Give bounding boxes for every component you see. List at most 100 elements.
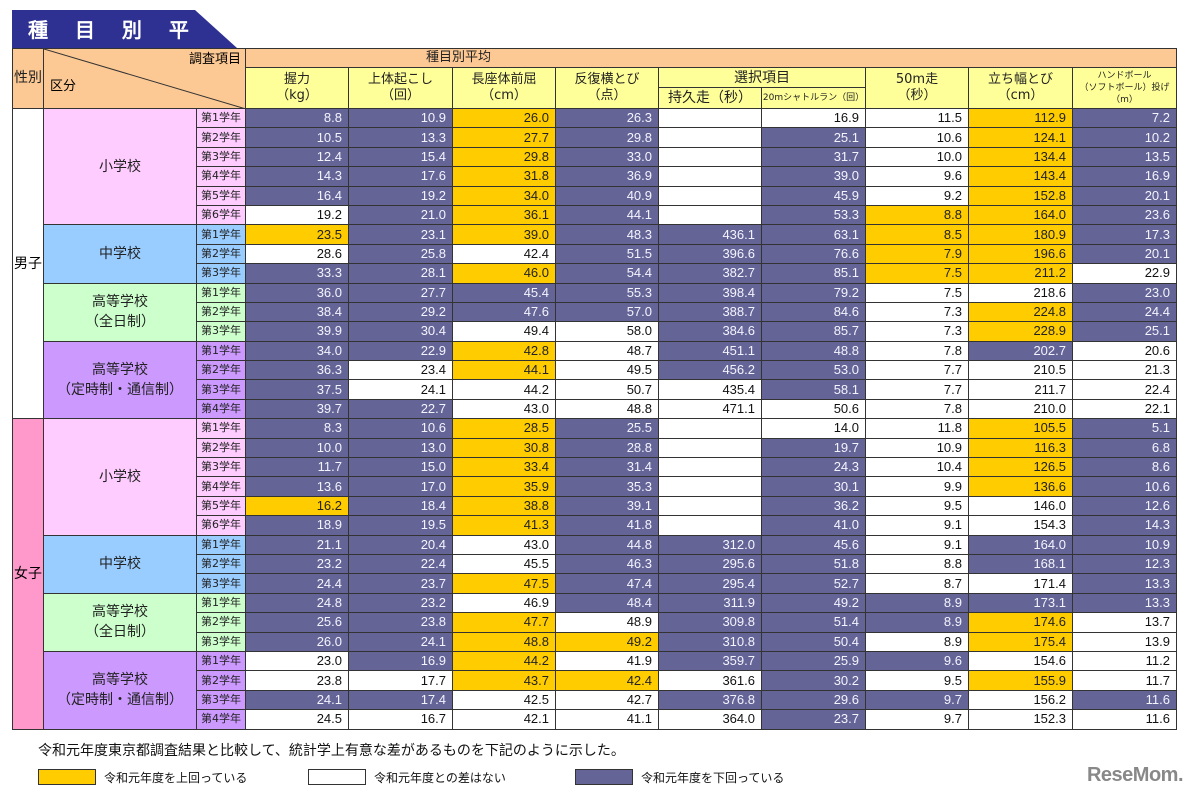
value-cell: 9.7 — [865, 709, 969, 730]
value-cell: 13.3 — [1072, 592, 1177, 614]
value-cell: 210.0 — [968, 398, 1073, 420]
col-50m: 50m走 （秒） — [865, 67, 969, 109]
value-cell: 42.7 — [555, 689, 659, 711]
school-label: 小学校 — [43, 107, 197, 226]
grade-label: 第2学年 — [196, 127, 246, 148]
value-cell: 9.7 — [865, 689, 969, 711]
school-label: 高等学校 （全日制） — [43, 282, 197, 342]
value-cell: 41.0 — [761, 515, 866, 536]
table-row: 第2学年 23.2 22.4 45.5 46.3 295.6 51.8 8.8 168.1 12.… — [13, 553, 1177, 575]
value-cell: 295.6 — [658, 553, 762, 575]
col-endurance: 持久走（秒） — [658, 87, 762, 109]
grade-label: 第3学年 — [196, 457, 246, 478]
value-cell: 6.8 — [1072, 437, 1177, 459]
value-cell: 24.4 — [245, 573, 349, 594]
value-cell: 52.7 — [761, 573, 866, 594]
value-cell: 21.0 — [348, 204, 453, 226]
table-row: 第3学年 11.7 15.0 33.4 31.4 24.3 10.4 126.5 8.6 — [13, 457, 1177, 478]
value-cell: 38.4 — [245, 301, 349, 323]
value-cell: 13.7 — [1072, 612, 1177, 633]
value-cell: 44.2 — [452, 650, 556, 672]
value-cell: 22.1 — [1072, 398, 1177, 420]
value-cell: 210.5 — [968, 360, 1073, 381]
legend-label-above: 令和元年度を上回っている — [104, 770, 248, 785]
value-cell: 7.7 — [865, 379, 969, 400]
value-cell: 27.7 — [452, 127, 556, 148]
value-cell: 126.5 — [968, 457, 1073, 478]
value-cell: 10.9 — [865, 437, 969, 459]
value-cell: 45.5 — [452, 553, 556, 575]
grade-label: 第2学年 — [196, 243, 246, 265]
value-cell: 154.3 — [968, 515, 1073, 536]
value-cell: 10.0 — [245, 437, 349, 459]
value-cell: 224.8 — [968, 301, 1073, 323]
value-cell: 174.6 — [968, 612, 1073, 633]
value-cell: 30.4 — [348, 321, 453, 342]
value-cell: 8.3 — [245, 418, 349, 439]
col-sidestep: 反復横とび （点） — [555, 67, 659, 109]
value-cell: 11.6 — [1072, 709, 1177, 730]
value-cell: 28.8 — [555, 437, 659, 459]
grade-label: 第3学年 — [196, 321, 246, 342]
value-cell: 24.4 — [1072, 301, 1177, 323]
value-cell: 30.1 — [761, 476, 866, 497]
value-cell: 152.3 — [968, 709, 1073, 730]
value-cell: 53.0 — [761, 360, 866, 381]
value-cell: 218.6 — [968, 282, 1073, 303]
value-cell: 51.8 — [761, 553, 866, 575]
col-ballthrow: ハンドボール （ソフトボール）投げ （m） — [1072, 67, 1177, 109]
value-cell: 40.9 — [555, 185, 659, 206]
value-cell: 436.1 — [658, 224, 762, 245]
legend-below: 令和元年度を下回っている — [575, 768, 784, 786]
value-cell — [658, 185, 762, 206]
value-cell: 124.1 — [968, 127, 1073, 148]
value-cell: 15.4 — [348, 146, 453, 168]
value-cell: 58.0 — [555, 321, 659, 342]
value-cell: 45.4 — [452, 282, 556, 303]
value-cell: 31.4 — [555, 457, 659, 478]
value-cell: 13.3 — [348, 127, 453, 148]
value-cell: 7.8 — [865, 340, 969, 362]
school-name: 小学校 — [99, 158, 141, 175]
grade-label: 第1学年 — [196, 534, 246, 555]
value-cell: 23.6 — [1072, 204, 1177, 226]
table-row: 第4学年 14.3 17.6 31.8 36.9 39.0 9.6 143.4 16.9 — [13, 166, 1177, 187]
value-cell: 5.1 — [1072, 418, 1177, 439]
table-row: 第2学年 23.8 17.7 43.7 42.4 361.6 30.2 9.5 155.9 11.… — [13, 670, 1177, 691]
value-cell: 48.3 — [555, 224, 659, 245]
value-cell: 47.7 — [452, 612, 556, 633]
table-row: 第2学年 36.3 23.4 44.1 49.5 456.2 53.0 7.7 210.5 21.… — [13, 360, 1177, 381]
value-cell: 28.5 — [452, 418, 556, 439]
value-cell: 384.6 — [658, 321, 762, 342]
selection-header: 選択項目 — [658, 67, 866, 88]
value-cell: 146.0 — [968, 495, 1073, 517]
value-cell: 23.7 — [761, 709, 866, 730]
corner-header: 調査項目 区分 — [43, 48, 246, 109]
table-row: 第2学年 28.6 25.8 42.4 51.5 396.6 76.6 7.9 196.6 20.… — [13, 243, 1177, 265]
col-grip: 握力 （kg） — [245, 67, 349, 109]
school-label: 高等学校 （定時制・通信制） — [43, 340, 197, 420]
value-cell: 20.1 — [1072, 243, 1177, 265]
value-cell: 112.9 — [968, 107, 1073, 129]
page-title: 種 目 別 平 均 — [12, 10, 237, 48]
value-cell: 19.7 — [761, 437, 866, 459]
value-cell: 47.6 — [452, 301, 556, 323]
value-cell: 44.2 — [452, 379, 556, 400]
school-name: 高等学校 — [92, 361, 148, 378]
grade-label: 第2学年 — [196, 612, 246, 633]
value-cell: 22.4 — [348, 553, 453, 575]
value-cell: 43.7 — [452, 670, 556, 691]
value-cell: 295.4 — [658, 573, 762, 594]
value-cell: 47.5 — [452, 573, 556, 594]
col-longjump: 立ち幅とび （cm） — [968, 67, 1073, 109]
value-cell: 471.1 — [658, 398, 762, 420]
value-cell: 19.2 — [348, 185, 453, 206]
value-cell: 25.1 — [761, 127, 866, 148]
value-cell — [658, 437, 762, 459]
value-cell: 42.5 — [452, 689, 556, 711]
value-cell: 10.9 — [1072, 534, 1177, 555]
value-cell: 23.4 — [348, 360, 453, 381]
value-cell: 173.1 — [968, 592, 1073, 614]
grade-label: 第3学年 — [196, 573, 246, 594]
value-cell: 76.6 — [761, 243, 866, 265]
